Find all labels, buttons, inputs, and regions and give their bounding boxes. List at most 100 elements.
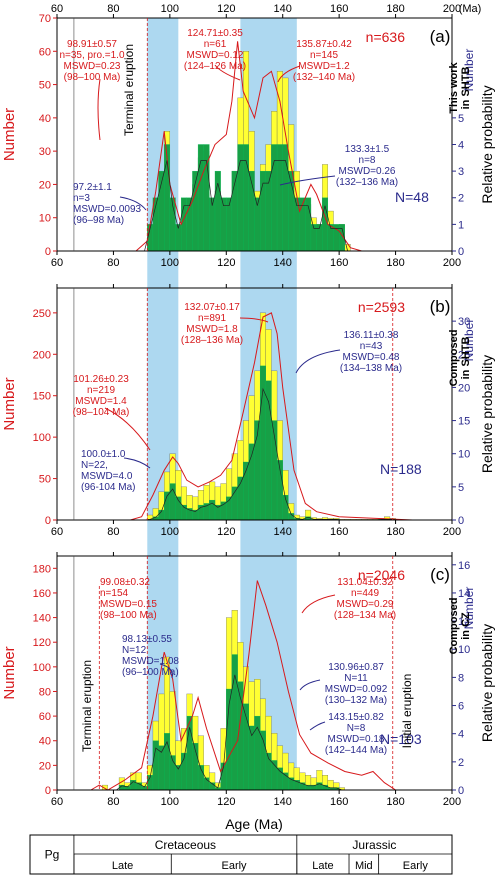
plot-frame <box>56 555 453 791</box>
age-annotation-line: MSWD=0.26 <box>339 166 396 177</box>
x-tick-label-top: 160 <box>330 3 348 15</box>
y-tick-label-right: 30 <box>458 316 470 328</box>
epoch-label: Early <box>403 860 429 872</box>
age-annotation-line: 132.07±0.17 <box>184 302 240 313</box>
dataset-side-label: in CZ <box>460 612 472 640</box>
age-annotation-line: N=22, <box>81 460 108 471</box>
annotation-arrow <box>279 175 336 186</box>
age-annotation-line: 131.04±0.32 <box>337 577 393 588</box>
epoch-label: Early <box>222 860 248 872</box>
N-count-label: N=48 <box>395 189 429 205</box>
age-annotation-line: (96–100 Ma) <box>122 667 179 678</box>
epoch-label: Late <box>112 860 133 872</box>
y-tick-label-right: 2 <box>458 193 464 205</box>
y-axis-label-right-number: Number <box>462 587 476 630</box>
y-axis-label-left: Number <box>1 646 18 699</box>
age-annotation-line: MSWD=1.8 <box>186 324 238 335</box>
y-tick-label-left: 60 <box>39 711 51 723</box>
green-bars <box>147 365 396 521</box>
y-tick-label-right: 10 <box>458 644 470 656</box>
annotation-arrow <box>309 721 326 731</box>
age-annotation-line: (132–136 Ma) <box>336 177 398 188</box>
dataset-side-label: Composed <box>448 330 460 387</box>
x-tick-label: 120 <box>217 526 235 538</box>
highlight-band <box>240 251 297 288</box>
chart-panel: 0 20 40 60 80 100 120 140 160 180 0 2 4 6 8 10 12 14 16 60 8… <box>1 552 495 808</box>
y-tick-label-right: 6 <box>458 701 464 713</box>
y-tick-label-right: 4 <box>458 729 464 741</box>
y-tick-label-left: 140 <box>33 613 51 625</box>
x-tick-label: 60 <box>51 526 63 538</box>
N-count-label: N=103 <box>380 731 422 747</box>
age-annotation-line: n=61 <box>204 39 227 50</box>
annotation-arrow <box>299 679 321 691</box>
y-tick-label-left: 250 <box>33 308 51 320</box>
age-annotation-line: 130.96±0.87 <box>328 662 384 673</box>
highlight-band <box>147 251 179 288</box>
y-tick-label-right: 15 <box>458 416 470 428</box>
annotation-arrow <box>239 317 269 323</box>
age-annotation-line: n=43 <box>360 341 383 352</box>
y-tick-label-left: 0 <box>45 515 51 527</box>
age-annotation-line: n=3 <box>73 193 90 204</box>
annotation-arrow <box>119 196 147 211</box>
y-tick-label-left: 50 <box>39 474 51 486</box>
age-annotation-line: MSWD=0.092 <box>325 684 388 695</box>
x-tick-label: 160 <box>330 257 348 269</box>
y-tick-label-right: 25 <box>458 349 470 361</box>
annotation-arrow <box>301 594 336 614</box>
age-annotation-line: MSWD=1.2 <box>298 61 350 72</box>
age-annotation-line: (98–104 Ma) <box>73 407 130 418</box>
epoch-label: Mid <box>355 860 373 872</box>
age-annotation-line: MSWD=0.18 <box>328 734 385 745</box>
x-tick-label: 140 <box>274 796 292 808</box>
n-count-label: n=636 <box>366 29 406 45</box>
x-tick-label-top: 60 <box>51 3 63 15</box>
x-tick-label: 140 <box>274 526 292 538</box>
x-tick-label-top: 80 <box>107 3 119 15</box>
y-tick-label-left: 50 <box>39 80 51 92</box>
x-tick-label: 60 <box>51 796 63 808</box>
epoch-label: Late <box>312 860 333 872</box>
panel-label: (b) <box>430 297 451 316</box>
x-tick-label-top: 120 <box>217 3 235 15</box>
y-tick-label-left: 0 <box>45 246 51 258</box>
age-annotation-line: MSWD=0.12 <box>187 50 244 61</box>
age-annotation-line: 99.08±0.32 <box>100 577 150 588</box>
eruption-label: Terminal eruption <box>80 660 94 752</box>
x-tick-label: 160 <box>330 796 348 808</box>
x-tick-label: 60 <box>51 257 63 269</box>
age-annotation-line: 98.91±0.57 <box>67 39 117 50</box>
age-annotation-line: n=154 <box>100 588 129 599</box>
x-tick-label: 180 <box>386 526 404 538</box>
y-tick-label-right: 14 <box>458 588 470 600</box>
y-tick-label-left: 70 <box>39 13 51 25</box>
age-annotation-line: 135.87±0.42 <box>296 39 352 50</box>
chart-panel: 0 10 20 30 40 50 60 70 0 1 2 3 4 5 60 80 100 120 140 160 180… <box>1 13 495 269</box>
age-annotation-line: N=8 <box>347 723 366 734</box>
age-annotation-line: (96–98 Ma) <box>73 215 124 226</box>
x-tick-label: 100 <box>161 796 179 808</box>
y-axis-label-right: Relative probability <box>479 85 495 203</box>
y-tick-label-left: 200 <box>33 349 51 361</box>
age-annotation-line: n=891 <box>198 313 227 324</box>
y-tick-label-right: 0 <box>458 785 464 797</box>
x-tick-label: 80 <box>107 526 119 538</box>
dataset-side-label: in SHTB <box>460 67 472 110</box>
annotation-arrow <box>159 663 173 679</box>
age-annotation-line: 124.71±0.35 <box>187 28 243 39</box>
chart-panel: 0 50 100 150 200 250 0 5 10 15 20 25 30 60 80 100 120 140… <box>1 284 495 538</box>
dataset-side-label: in SHTB <box>460 337 472 380</box>
x-tick-label: 80 <box>107 257 119 269</box>
y-tick-label-left: 100 <box>33 662 51 674</box>
age-annotation-line: MSWD=1.08 <box>122 656 179 667</box>
age-annotation-line: (96-104 Ma) <box>81 482 135 493</box>
panel-label: (a) <box>430 27 451 46</box>
y-tick-label-left: 20 <box>39 760 51 772</box>
age-annotation-line: n=449 <box>351 588 380 599</box>
y-axis-label-left: Number <box>1 108 18 161</box>
period-label: Jurassic <box>352 838 396 852</box>
age-annotation-line: (134–138 Ma) <box>340 363 402 374</box>
y-tick-label-right: 1 <box>458 219 464 231</box>
period-label: Pg <box>45 848 60 862</box>
